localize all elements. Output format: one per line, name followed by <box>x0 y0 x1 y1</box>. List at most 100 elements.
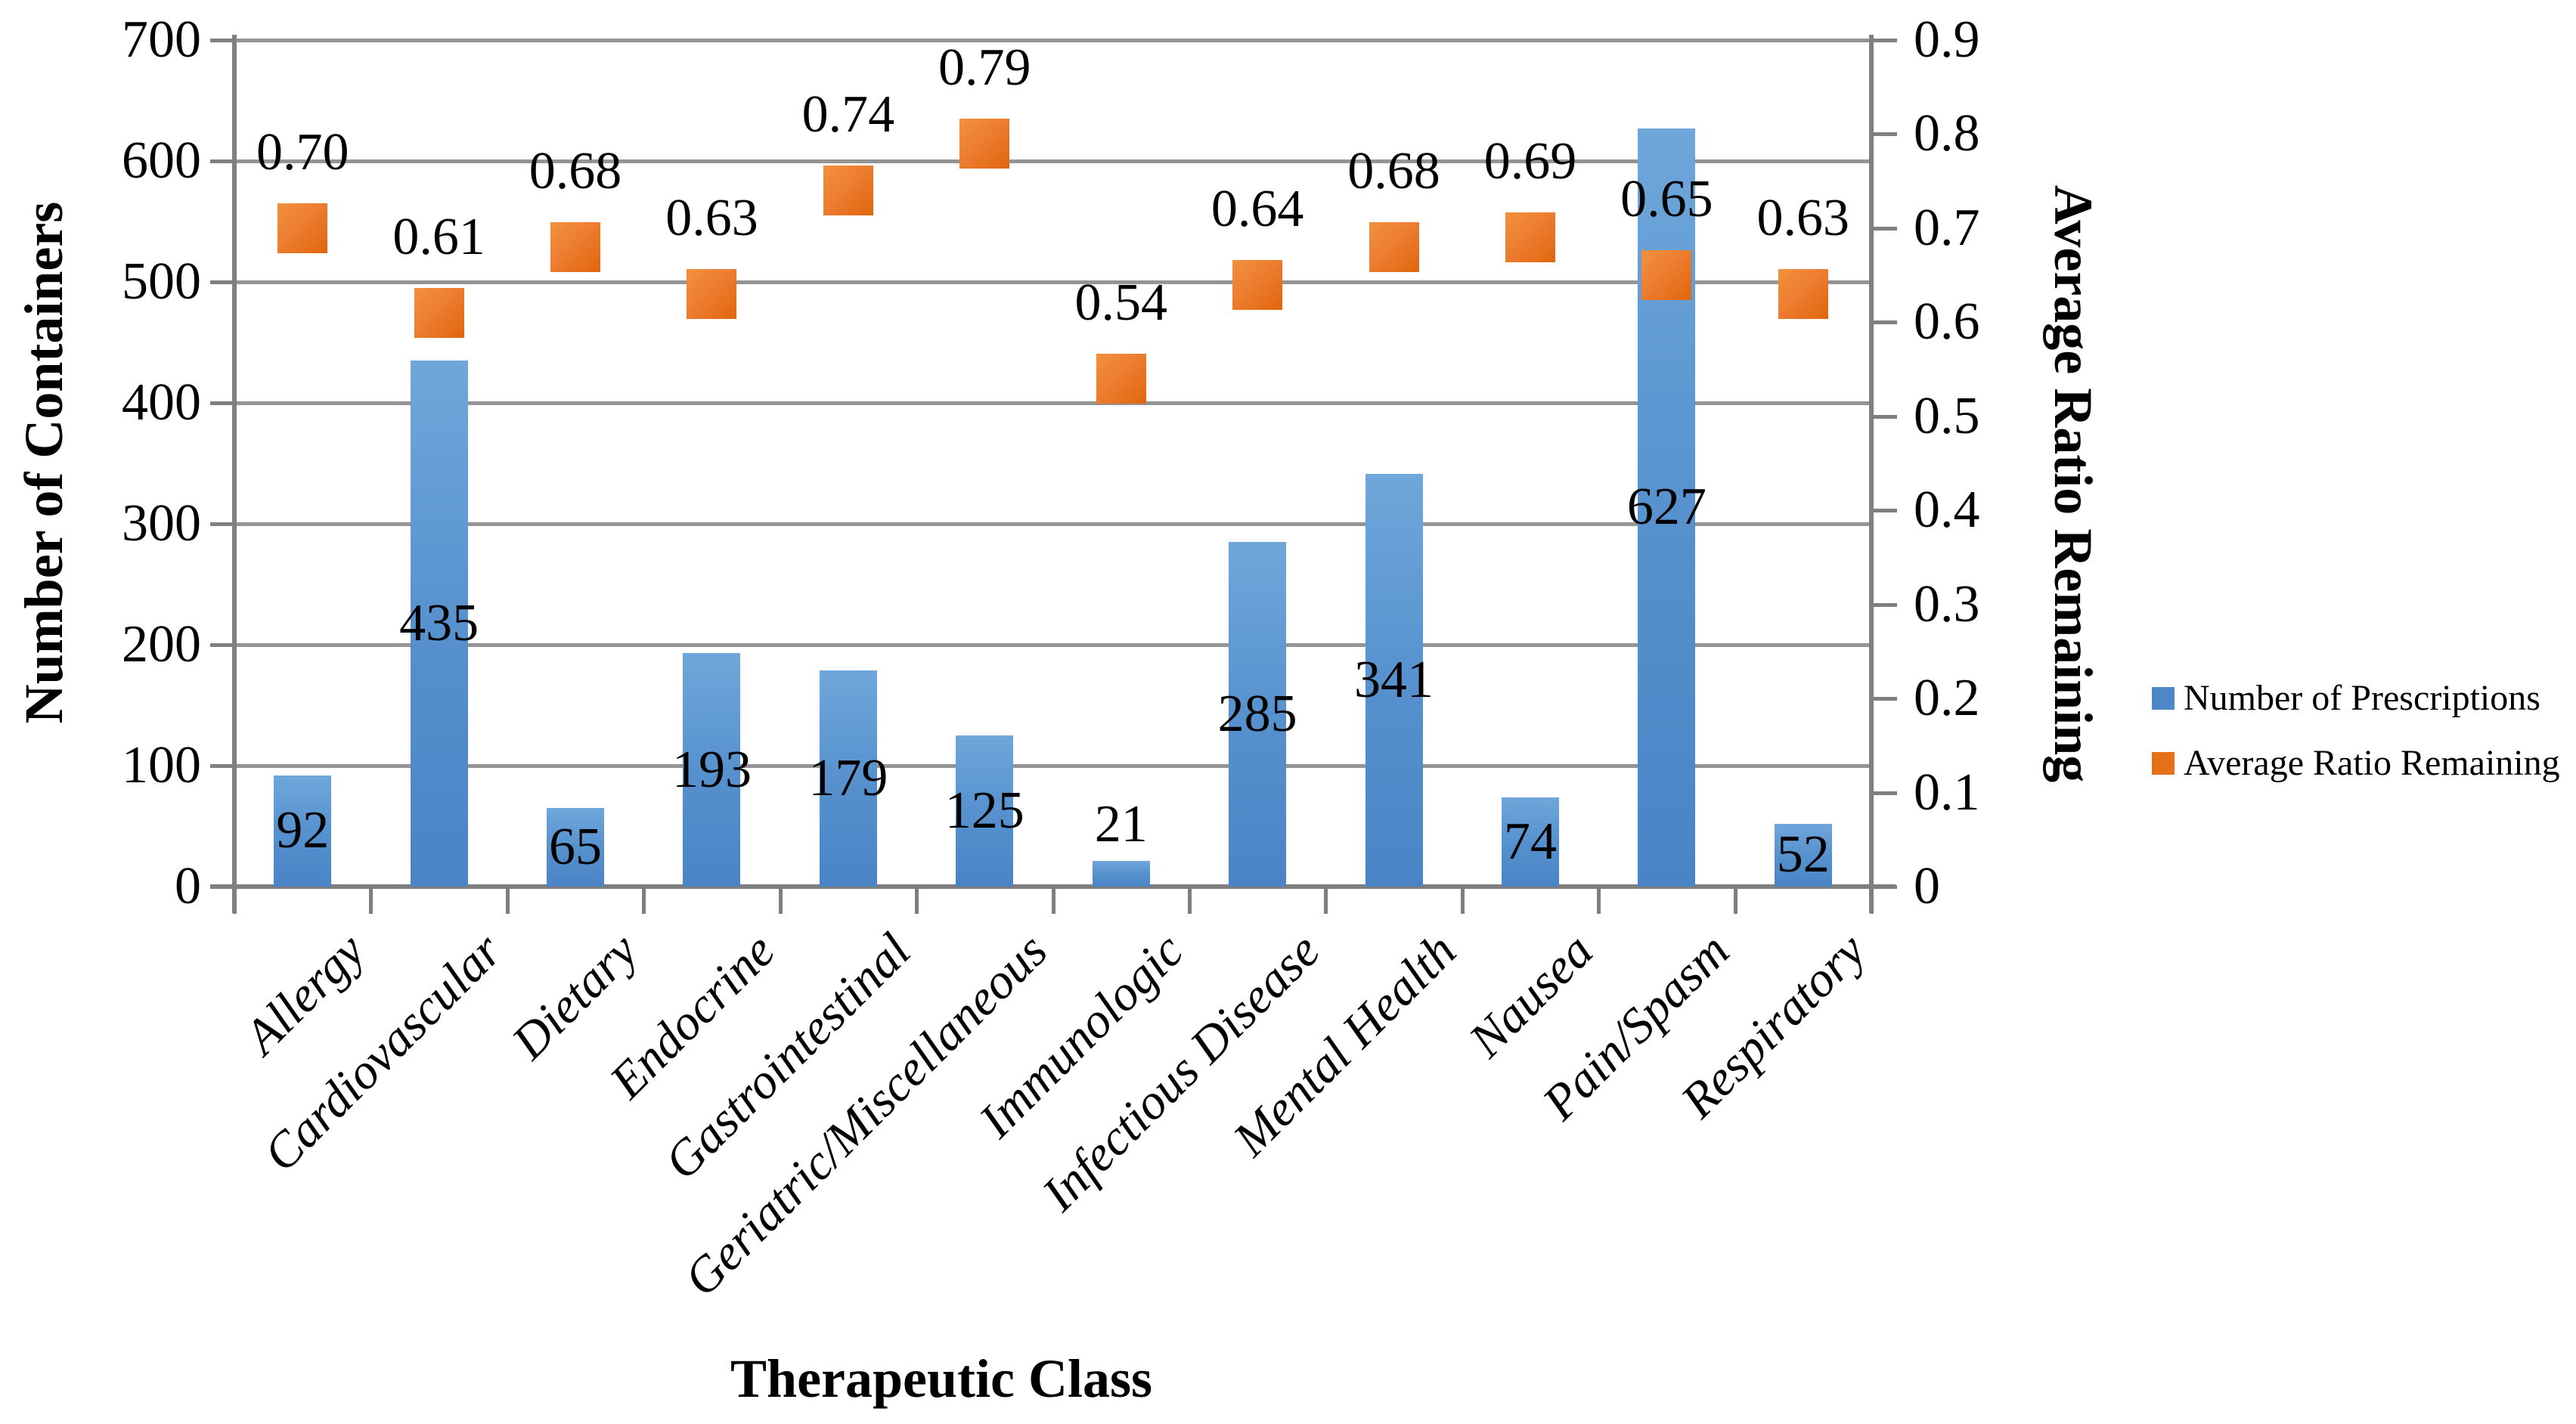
right-axis-tick <box>1871 509 1897 513</box>
bar-value-label: 125 <box>944 782 1025 840</box>
category-boundary-tick <box>642 887 646 914</box>
left-axis-tick-label: 700 <box>122 11 201 69</box>
left-axis-tick <box>210 643 234 647</box>
bar-infectious-disease <box>1229 542 1287 887</box>
bar-value-label: 74 <box>1503 812 1557 871</box>
bar-nausea <box>1501 797 1559 887</box>
right-axis-tick-label: 0.7 <box>1914 198 1980 257</box>
bar-value-label: 52 <box>1776 825 1830 884</box>
right-axis-tick-label: 0.2 <box>1914 669 1980 728</box>
left-axis-tick <box>210 159 234 163</box>
gridline <box>234 643 1871 647</box>
marker-series-swatch-icon <box>2152 752 2175 775</box>
marker-value-label: 0.70 <box>256 122 349 181</box>
bar-dietary <box>547 808 605 887</box>
bar-value-label: 21 <box>1094 795 1148 854</box>
right-axis-tick <box>1871 885 1897 889</box>
left-axis-tick-label: 400 <box>122 373 201 432</box>
legend-label: Average Ratio Remaining <box>2184 743 2560 783</box>
category-boundary-tick <box>233 887 237 914</box>
left-axis-tick-label: 200 <box>122 615 201 673</box>
category-boundary-tick <box>1870 887 1874 914</box>
legend: Number of Prescriptions Average Ratio Re… <box>2152 680 2560 782</box>
bar-value-label: 285 <box>1217 685 1297 743</box>
left-axis-tick-label: 0 <box>175 857 201 915</box>
category-boundary-tick <box>1733 887 1737 914</box>
left-axis-tick <box>210 885 234 889</box>
marker-value-label: 0.69 <box>1483 132 1577 191</box>
category-boundary-tick <box>1460 887 1465 914</box>
marker-respiratory <box>1778 269 1828 319</box>
marker-infectious-disease <box>1232 259 1283 310</box>
marker-gastrointestinal <box>823 166 873 216</box>
gridline <box>234 401 1871 405</box>
marker-value-label: 0.74 <box>801 85 895 144</box>
right-axis-tick <box>1871 602 1897 607</box>
bar-respiratory <box>1774 823 1832 887</box>
bar-immunologic <box>1092 861 1150 887</box>
marker-value-label: 0.63 <box>1756 189 1850 247</box>
bar-value-label: 341 <box>1354 651 1434 710</box>
right-axis-tick-label: 0.1 <box>1914 763 1980 822</box>
marker-value-label: 0.61 <box>392 207 485 266</box>
marker-nausea <box>1505 212 1555 263</box>
category-boundary-tick <box>1597 887 1601 914</box>
bar-mental-health <box>1365 474 1423 887</box>
category-boundary-tick <box>1187 887 1192 914</box>
right-axis-tick-label: 0.9 <box>1914 11 1980 69</box>
bar-cardiovascular <box>410 361 468 887</box>
marker-pain-spasm <box>1641 250 1692 301</box>
left-axis-tick-label: 600 <box>122 132 201 190</box>
right-axis-tick-label: 0.4 <box>1914 481 1980 540</box>
right-axis-tick-label: 0.5 <box>1914 386 1980 445</box>
right-axis-tick-label: 0.3 <box>1914 574 1980 633</box>
left-axis-tick-label: 300 <box>122 494 201 553</box>
bar-series-swatch-icon <box>2152 687 2175 710</box>
gridline <box>234 39 1871 42</box>
right-axis-tick <box>1871 791 1897 795</box>
category-label: Gastrointestinal <box>654 923 922 1190</box>
marker-value-label: 0.63 <box>665 189 758 247</box>
marker-cardiovascular <box>414 287 464 338</box>
gridline <box>234 159 1871 163</box>
legend-item-ratio: Average Ratio Remaining <box>2152 745 2560 782</box>
right-axis-tick <box>1871 414 1897 419</box>
bar-allergy <box>274 775 332 887</box>
bar-endocrine <box>683 653 741 887</box>
right-axis-tick-label: 0.8 <box>1914 104 1980 163</box>
legend-label: Number of Prescriptions <box>2184 678 2540 718</box>
bar-value-label: 179 <box>808 748 888 807</box>
bar-value-label: 65 <box>549 818 603 876</box>
marker-value-label: 0.79 <box>938 38 1031 97</box>
left-axis-tick-label: 100 <box>122 736 201 794</box>
right-axis-tick <box>1871 226 1897 231</box>
gridline <box>234 764 1871 768</box>
right-axis-title: Average Ratio Remaining <box>2043 184 2103 783</box>
marker-value-label: 0.65 <box>1620 170 1713 229</box>
right-axis-tick-label: 0.6 <box>1914 293 1980 351</box>
left-axis-tick-label: 500 <box>122 252 201 311</box>
gridline <box>234 280 1871 284</box>
legend-item-prescriptions: Number of Prescriptions <box>2152 680 2560 717</box>
marker-allergy <box>277 203 328 253</box>
category-boundary-tick <box>505 887 510 914</box>
bar-value-label: 193 <box>671 740 752 799</box>
bar-gastrointestinal <box>819 670 877 887</box>
right-axis-tick-label: 0 <box>1914 857 1940 915</box>
marker-mental-health <box>1369 221 1419 272</box>
left-axis-tick <box>210 39 234 42</box>
right-axis-tick <box>1871 39 1897 42</box>
category-boundary-tick <box>915 887 919 914</box>
marker-value-label: 0.68 <box>529 141 622 200</box>
gridline <box>234 522 1871 526</box>
left-axis-tick <box>210 522 234 526</box>
x-axis-title: Therapeutic Class <box>730 1348 1152 1409</box>
marker-value-label: 0.68 <box>1347 141 1440 200</box>
right-axis-tick <box>1871 132 1897 137</box>
bar-value-label: 627 <box>1626 478 1706 537</box>
left-axis-title: Number of Containers <box>14 201 74 724</box>
bar-value-label: 92 <box>276 801 330 860</box>
right-axis-tick <box>1871 320 1897 325</box>
category-label: Cardiovascular <box>253 923 513 1183</box>
